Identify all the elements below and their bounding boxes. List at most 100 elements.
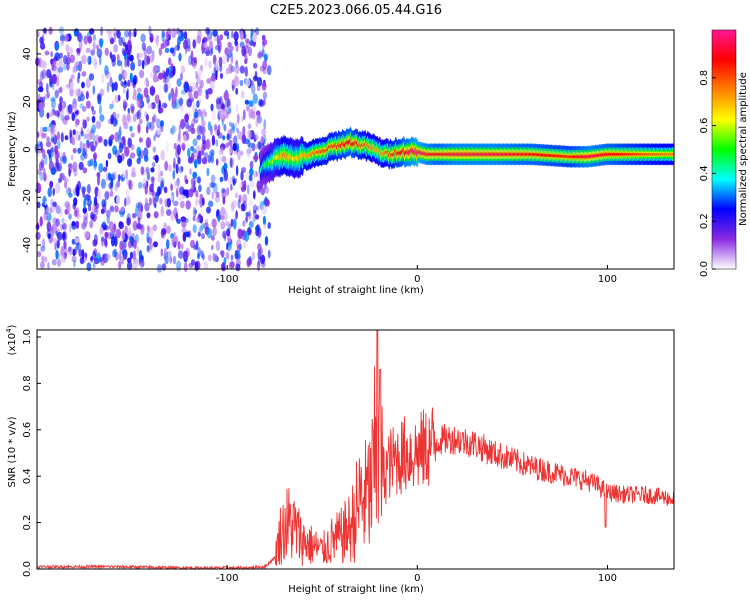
heatmap-noise-cell: [54, 145, 58, 155]
heatmap-noise-cell: [153, 66, 159, 72]
colorbar-label: Normalized spectral amplitude: [738, 72, 749, 226]
heatmap-noise-cell: [251, 83, 256, 95]
heatmap-noise-cell: [230, 53, 234, 64]
heatmap-noise-cell: [146, 94, 150, 104]
heatmap-noise-cell: [201, 157, 208, 165]
heatmap-noise-cell: [209, 150, 212, 157]
heatmap-noise-cell: [228, 261, 235, 270]
heatmap-noise-cell: [100, 178, 106, 189]
heatmap-noise-cell: [187, 125, 192, 132]
heatmap-noise-cell: [229, 157, 234, 168]
heatmap-noise-cell: [201, 120, 206, 128]
heatmap-noise-cell: [171, 124, 175, 136]
heatmap-noise-cell: [122, 170, 126, 179]
heatmap-noise-cell: [173, 142, 177, 150]
heatmap-noise-cell: [62, 117, 68, 125]
heatmap-noise-cell: [248, 46, 252, 57]
heatmap-noise-cell: [44, 93, 50, 100]
heatmap-noise-cell: [257, 141, 261, 150]
heatmap-noise-cell: [82, 118, 85, 129]
heatmap-noise-cell: [84, 231, 90, 239]
heatmap-noise-cell: [220, 103, 225, 110]
heatmap-noise-cell: [230, 184, 233, 191]
heatmap-noise-cell: [49, 73, 53, 85]
heatmap-noise-cell: [252, 190, 256, 200]
heatmap-noise-cell: [184, 113, 190, 123]
heatmap-noise-cell: [92, 250, 97, 260]
heatmap-noise-cell: [207, 254, 212, 262]
heatmap-noise-cell: [192, 224, 197, 233]
heatmap-noise-cell: [237, 131, 243, 140]
heatmap-noise-cell: [226, 187, 230, 196]
heatmap-noise-cell: [95, 206, 99, 216]
heatmap-noise-cell: [130, 105, 135, 114]
heatmap-noise-cell: [35, 231, 41, 240]
heatmap-noise-cell: [203, 222, 209, 230]
heatmap-noise-cell: [253, 170, 257, 179]
heatmap-noise-cell: [166, 27, 172, 39]
heatmap-noise-cell: [130, 152, 136, 159]
heatmap-noise-cell: [153, 36, 160, 44]
heatmap-noise-cell: [113, 44, 118, 53]
heatmap-noise-cell: [212, 226, 217, 237]
snr-series-group: [36, 329, 675, 571]
heatmap-noise-cell: [39, 70, 44, 81]
heatmap-noise-cell: [177, 157, 181, 165]
heatmap-noise-cell: [261, 254, 265, 263]
heatmap-noise-cell: [110, 177, 114, 188]
heatmap-noise-cell: [229, 121, 232, 127]
heatmap-noise-cell: [166, 225, 171, 234]
heatmap-noise-cell: [116, 30, 121, 39]
snr-x-tick-label: -100: [216, 573, 239, 584]
heatmap-noise-cell: [179, 105, 184, 112]
heatmap-noise-cell: [77, 147, 82, 154]
heatmap-noise-cell: [203, 42, 208, 49]
heatmap-noise-cell: [226, 242, 229, 250]
heatmap-noise-cell: [81, 106, 87, 112]
heatmap-noise-cell: [41, 132, 47, 139]
heatmap-noise-cell: [226, 135, 231, 141]
heatmap-noise-cell: [226, 228, 231, 237]
heatmap-noise-cell: [149, 72, 153, 78]
heatmap-noise-cell: [147, 103, 153, 109]
heatmap-noise-cell: [54, 110, 60, 117]
colorbar-tick-label: 0.4: [699, 165, 710, 181]
heatmap-noise-cell: [260, 136, 265, 144]
heatmap-noise-cell: [61, 218, 65, 224]
heatmap-noise-cell: [248, 109, 254, 119]
heatmap-noise-cell: [75, 220, 80, 229]
heatmap-noise-cell: [44, 200, 48, 206]
heatmap-noise-cell: [210, 174, 216, 183]
heatmap-noise-cell: [122, 142, 127, 150]
heatmap-noise-cell: [77, 31, 82, 42]
heatmap-noise-cell: [99, 114, 105, 122]
heatmap-noise-cell: [138, 52, 144, 58]
heatmap-noise-cell: [253, 134, 259, 140]
heatmap-noise-cell: [183, 81, 188, 91]
heatmap-noise-cell: [228, 107, 232, 114]
heatmap-noise-cell: [117, 112, 120, 120]
heatmap-noise-cell: [156, 37, 159, 47]
heatmap-noise-cell: [104, 237, 108, 247]
heatmap-noise-cell: [264, 186, 270, 194]
heatmap-noise-cell: [38, 101, 43, 112]
heatmap-noise-cell: [160, 180, 164, 189]
heatmap-x-tick-label: -100: [216, 274, 239, 285]
heatmap-noise-cell: [176, 78, 182, 87]
heatmap-noise-cell: [183, 250, 189, 260]
heatmap-noise-cell: [75, 242, 82, 250]
heatmap-noise-cell: [110, 134, 115, 141]
heatmap-x-tick-label: 100: [598, 274, 617, 285]
heatmap-noise-cell: [197, 252, 200, 260]
heatmap-noise-cell: [73, 197, 78, 207]
heatmap-noise-cell: [157, 172, 162, 183]
heatmap-noise-cell: [51, 259, 57, 266]
heatmap-noise-cell: [198, 184, 202, 193]
heatmap-noise-cell: [120, 64, 124, 75]
heatmap-noise-cell: [190, 157, 194, 164]
heatmap-noise-cell: [196, 124, 202, 136]
heatmap-noise-cell: [168, 82, 172, 89]
heatmap-noise-cell: [205, 138, 211, 150]
heatmap-noise-cell: [196, 100, 200, 108]
heatmap-noise-cell: [174, 180, 178, 187]
